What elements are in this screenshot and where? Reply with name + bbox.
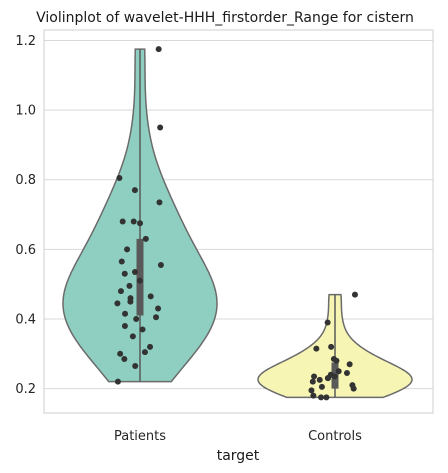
data-point	[132, 363, 139, 369]
data-point	[331, 373, 338, 380]
data-point	[117, 350, 124, 357]
data-point	[131, 187, 138, 194]
y-tick-label: 0.6	[15, 243, 36, 258]
y-tick-label: 1.0	[15, 104, 36, 119]
data-point	[346, 361, 353, 368]
data-point	[136, 277, 143, 284]
plot-frame	[43, 29, 434, 414]
data-point	[122, 310, 129, 317]
data-point	[142, 235, 149, 242]
y-tick-label: 0.8	[15, 173, 36, 188]
data-point	[157, 124, 164, 131]
data-point	[156, 199, 163, 206]
data-point	[155, 305, 162, 312]
data-point	[324, 375, 331, 382]
data-point	[137, 220, 144, 227]
data-point	[114, 378, 121, 385]
data-point	[121, 322, 128, 329]
data-point	[157, 262, 164, 269]
data-point	[131, 268, 138, 275]
data-point	[333, 357, 340, 364]
iqr-box-patients	[136, 238, 144, 316]
data-point	[155, 46, 162, 53]
data-point	[328, 343, 335, 350]
data-point	[114, 300, 121, 307]
data-point	[309, 378, 316, 385]
data-point	[121, 356, 128, 363]
chart-title: Violinplot of wavelet-HHH_firstorder_Ran…	[36, 10, 414, 26]
data-points	[114, 46, 358, 401]
data-point	[350, 385, 357, 392]
data-point	[124, 246, 131, 253]
data-point	[316, 376, 323, 383]
y-tick-label: 0.2	[15, 382, 36, 397]
data-point	[318, 394, 325, 401]
data-point	[129, 333, 136, 340]
data-point	[313, 345, 320, 352]
x-tick-label: Patients	[114, 429, 166, 444]
data-point	[117, 288, 124, 295]
data-point	[310, 392, 317, 399]
data-point	[318, 383, 325, 390]
data-point	[147, 293, 154, 300]
data-point	[351, 291, 358, 298]
y-tick-label: 1.2	[15, 34, 36, 49]
data-point	[141, 349, 148, 356]
data-point	[335, 368, 342, 375]
data-point	[118, 258, 125, 265]
data-point	[121, 270, 128, 277]
data-point	[126, 282, 133, 289]
data-point	[139, 326, 146, 333]
x-axis-label: target	[217, 448, 260, 464]
data-point	[343, 369, 350, 376]
y-axis-ticks: 0.2 0.4 0.6 0.8 1.0 1.2	[15, 34, 36, 397]
data-point	[153, 314, 160, 321]
data-point	[116, 174, 123, 181]
data-point	[133, 315, 140, 322]
data-point	[119, 218, 126, 225]
x-tick-label: Controls	[308, 429, 362, 444]
data-point	[308, 387, 315, 394]
data-point	[323, 394, 330, 401]
data-point	[147, 343, 154, 350]
data-point	[130, 218, 137, 225]
data-point	[127, 298, 134, 305]
x-axis-ticks: Patients Controls	[114, 429, 362, 444]
data-point	[324, 319, 331, 326]
data-point	[311, 373, 318, 380]
violins	[62, 48, 413, 399]
y-tick-label: 0.4	[15, 312, 36, 327]
